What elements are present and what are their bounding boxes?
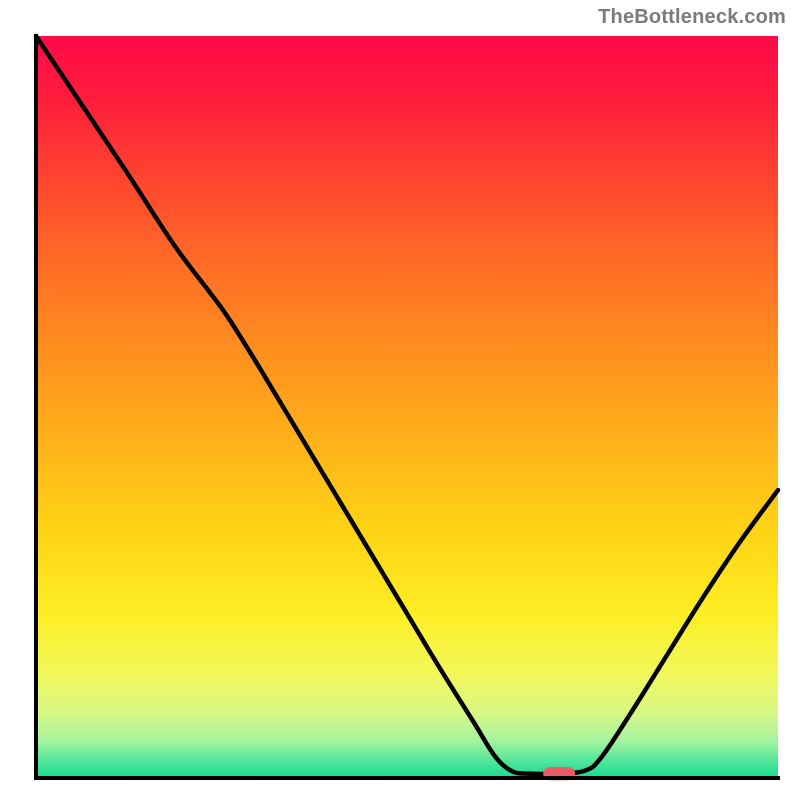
chart-root: TheBottleneck.com [0, 0, 800, 800]
chart-background [36, 36, 778, 778]
plot-area [0, 0, 800, 800]
bottleneck-chart-svg [0, 0, 800, 800]
watermark-text: TheBottleneck.com [598, 6, 786, 29]
